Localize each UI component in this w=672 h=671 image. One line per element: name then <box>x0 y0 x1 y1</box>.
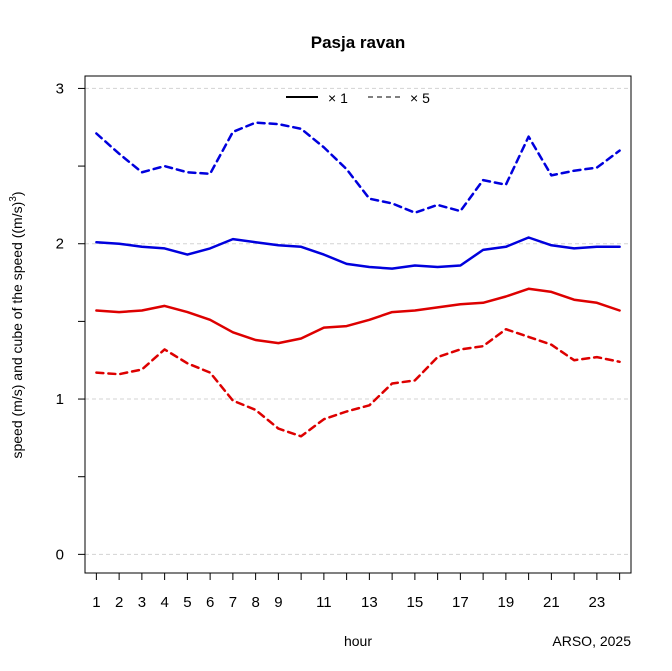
y-tick-label: 0 <box>56 546 64 563</box>
x-tick-label: 6 <box>206 594 214 611</box>
legend-label-solid: × 1 <box>328 90 348 106</box>
y-tick-label: 3 <box>56 80 64 97</box>
x-tick-label: 15 <box>407 594 424 611</box>
x-tick-label: 8 <box>251 594 259 611</box>
grid-lines <box>85 87 631 555</box>
x-tick-label: 7 <box>229 594 237 611</box>
legend-label-dashed: × 5 <box>410 90 430 106</box>
x-tick-label: 21 <box>543 594 560 611</box>
x-tick-label: 2 <box>115 594 123 611</box>
series-group <box>95 121 621 438</box>
x-tick-label: 17 <box>452 594 469 611</box>
x-tick-label: 4 <box>160 594 168 611</box>
legend: × 1 × 5 <box>286 90 430 106</box>
chart-title: Pasja ravan <box>311 33 406 52</box>
series-line-4 <box>95 327 621 438</box>
x-tick-label: 9 <box>274 594 282 611</box>
y-axis-label: speed (m/s) and cube of the speed ((m/s)… <box>8 191 25 458</box>
y-axis-label-suffix: ) <box>9 191 25 196</box>
y-tick-label: 2 <box>56 236 64 253</box>
y-tick-label: 1 <box>56 391 64 408</box>
series-line-1 <box>95 236 621 270</box>
plot-frame <box>84 75 632 574</box>
x-axis-label: hour <box>344 633 372 649</box>
series-line-3 <box>95 287 621 345</box>
credit-label: ARSO, 2025 <box>552 633 631 649</box>
x-tick-label: 1 <box>92 594 100 611</box>
y-axis-label-superscript: 3 <box>8 196 19 202</box>
x-tick-label: 19 <box>498 594 515 611</box>
x-axis: 1 2 3 4 5 6 7 8 9 11 13 15 17 19 21 23 <box>92 572 621 611</box>
series-line-2 <box>95 121 621 214</box>
x-tick-label: 23 <box>589 594 606 611</box>
x-tick-label: 13 <box>361 594 378 611</box>
x-tick-label: 3 <box>138 594 146 611</box>
y-axis-label-main: speed (m/s) and cube of the speed ((m/s) <box>9 202 25 459</box>
x-tick-label: 5 <box>183 594 191 611</box>
x-tick-label: 11 <box>316 594 332 611</box>
y-axis: 0 1 2 3 <box>56 80 86 563</box>
